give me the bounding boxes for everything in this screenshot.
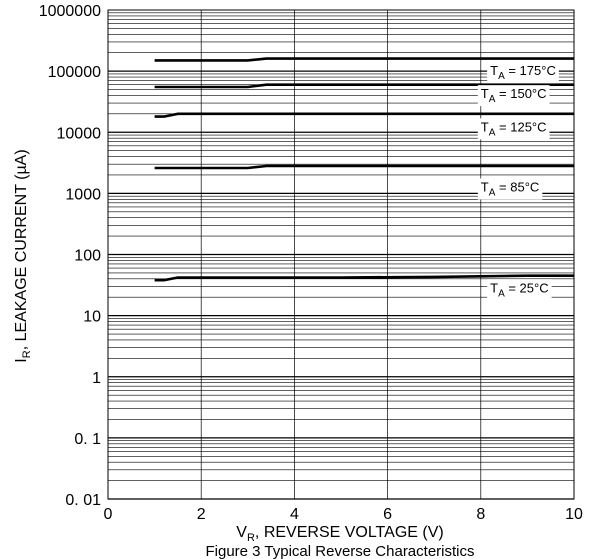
series-layer bbox=[154, 57, 574, 282]
y-tick-label: 1 bbox=[92, 370, 101, 387]
x-axis-title: VR, REVERSE VOLTAGE (V) bbox=[236, 524, 443, 544]
y-tick-label: 1000000 bbox=[39, 3, 101, 20]
x-tick-label: 6 bbox=[383, 506, 392, 523]
series-label-background bbox=[487, 279, 552, 301]
series-label-text: TA = 175°C bbox=[490, 63, 556, 82]
y-tick-label: 100000 bbox=[48, 64, 101, 81]
y-axis-ticks: 0. 01 0. 1 1 10 100 1000 10000 100000 1000000 bbox=[39, 3, 101, 509]
series-label: TA = 25°C bbox=[487, 279, 552, 301]
series-line bbox=[154, 112, 574, 118]
x-tick-label: 8 bbox=[476, 506, 485, 523]
y-tick-label: 100 bbox=[74, 248, 101, 265]
figure-caption: Figure 3 Typical Reverse Characteristics bbox=[206, 543, 475, 559]
series-label-text: TA = 150°C bbox=[481, 86, 547, 105]
series-label: TA = 150°C bbox=[477, 85, 550, 107]
series-label-text: TA = 125°C bbox=[481, 119, 547, 138]
series-label-background bbox=[477, 85, 550, 107]
series-label-text: TA = 25°C bbox=[490, 280, 549, 299]
series-label-background bbox=[487, 62, 559, 84]
series-label-background bbox=[477, 178, 543, 200]
series-label: TA = 175°C bbox=[487, 62, 559, 84]
y-axis-title: IR, LEAKAGE CURRENT (µA) bbox=[13, 149, 33, 362]
y-tick-label: 0. 01 bbox=[65, 492, 101, 509]
series-label: TA = 85°C bbox=[477, 178, 543, 200]
x-tick-label: 4 bbox=[290, 506, 299, 523]
series-label-text: TA = 85°C bbox=[481, 179, 540, 198]
y-tick-label: 10 bbox=[83, 309, 101, 326]
y-tick-label: 0. 1 bbox=[74, 431, 101, 448]
plot-frame bbox=[107, 9, 575, 500]
series-line bbox=[154, 83, 574, 89]
series-label-background bbox=[477, 118, 550, 140]
series-line bbox=[154, 274, 574, 282]
x-axis-ticks: 0 2 4 6 8 10 bbox=[104, 506, 583, 523]
x-tick-label: 0 bbox=[104, 506, 113, 523]
series-labels: TA = 175°C TA = 150°C TA = 125°C TA = 85°C T… bbox=[477, 62, 559, 301]
grid bbox=[107, 10, 575, 500]
x-tick-label: 2 bbox=[197, 506, 206, 523]
y-tick-label: 1000 bbox=[65, 186, 101, 203]
series-label: TA = 125°C bbox=[477, 118, 550, 140]
series-line bbox=[154, 164, 574, 170]
y-tick-label: 10000 bbox=[57, 125, 102, 142]
series-line bbox=[154, 57, 574, 62]
x-tick-label: 10 bbox=[565, 506, 583, 523]
